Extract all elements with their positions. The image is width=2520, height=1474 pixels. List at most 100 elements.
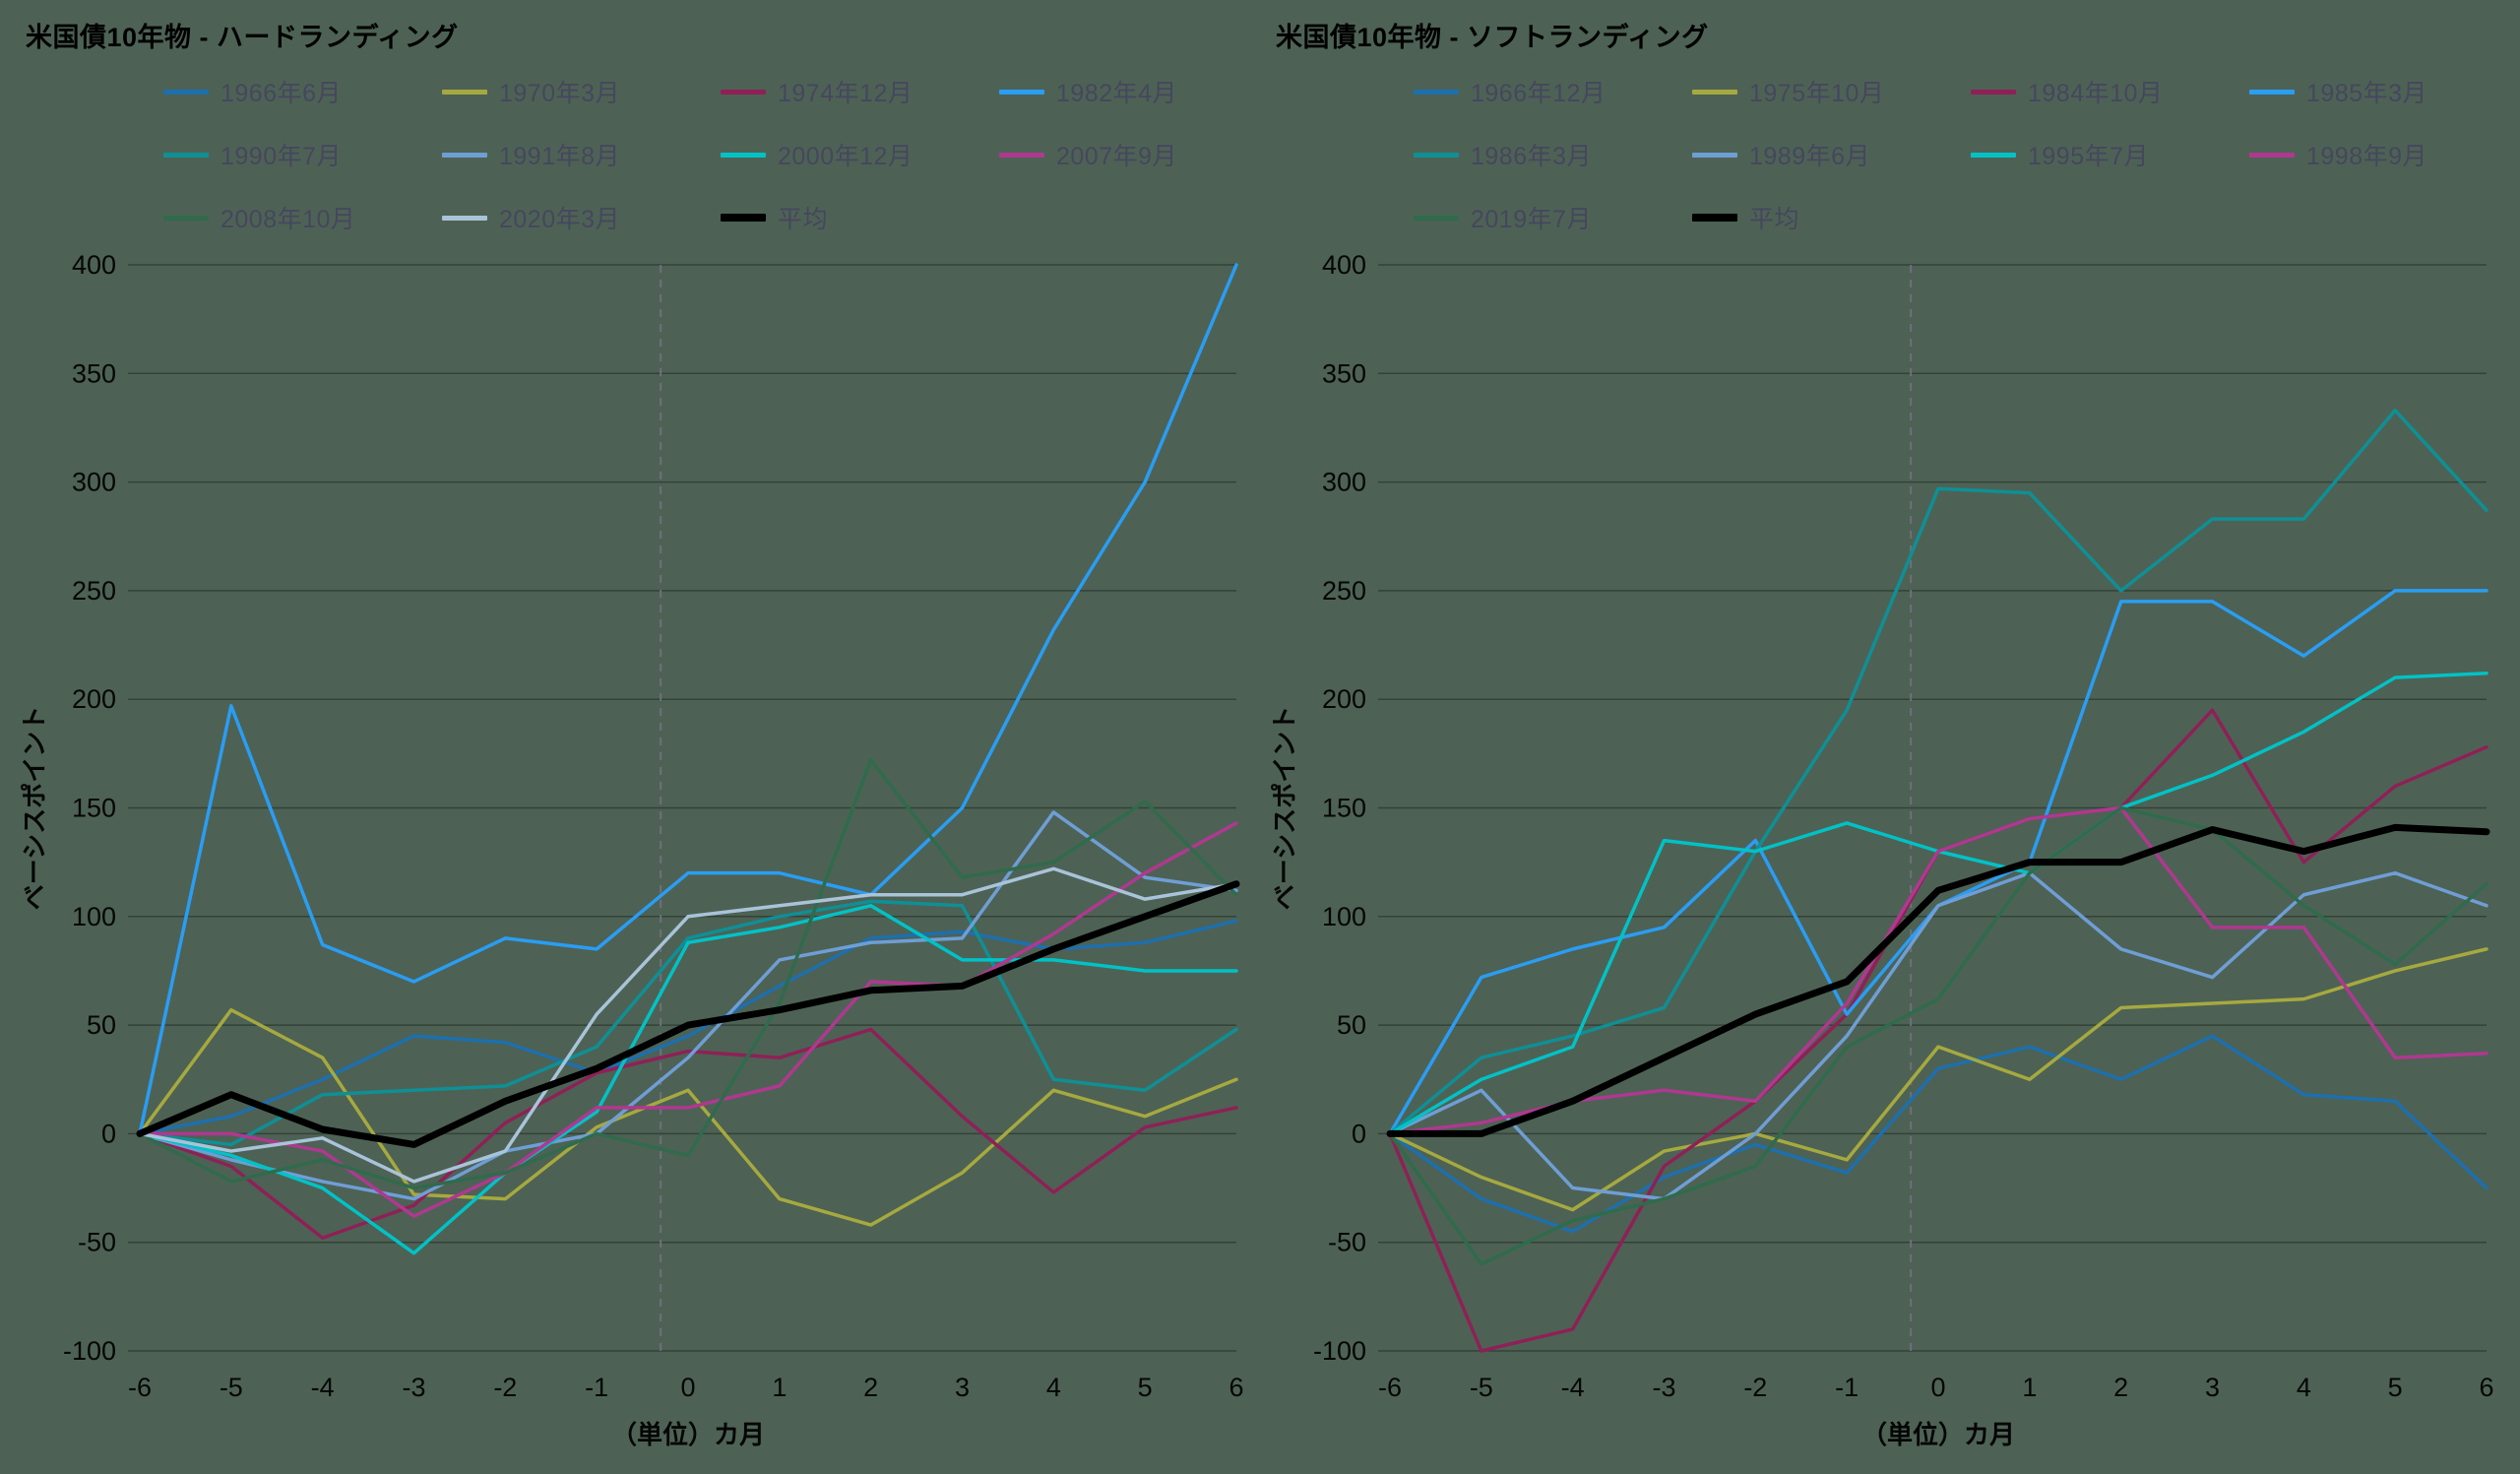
x-tick-label: 0	[1930, 1373, 1945, 1402]
legend-item-1: 1975年10月	[1692, 60, 1971, 123]
chart-soft-landing: 米国債10年物 - ソフトランディング 1966年12月 1975年10月 1984…	[1264, 8, 2510, 1470]
y-axis-title: ベーシスポイント	[1270, 706, 1299, 910]
legend-label: 1985年3月	[2306, 80, 2428, 107]
legend-label: 1966年6月	[220, 80, 343, 107]
series-line-1	[138, 1007, 1238, 1227]
y-tick-label: 250	[1322, 576, 1366, 606]
series-line-10	[136, 880, 1240, 1148]
y-tick-label: 0	[101, 1119, 116, 1148]
legend-item-2: 1974年12月	[721, 60, 999, 123]
legend-item-4: 1986年3月	[1414, 123, 1692, 186]
series-line-9	[1386, 823, 2490, 1137]
x-tick-label: -6	[1378, 1373, 1402, 1402]
series-line-9	[138, 866, 1238, 1184]
y-tick-label: 400	[1322, 250, 1366, 280]
y-tick-label: 50	[87, 1010, 116, 1040]
legend-swatch-icon	[442, 152, 487, 158]
x-tick-label: 1	[772, 1373, 787, 1402]
y-tick-label: 300	[1322, 468, 1366, 497]
legend-item-10: 平均	[721, 186, 999, 249]
legend-label: 1974年12月	[778, 80, 914, 107]
legend-item-5: 1991年8月	[442, 123, 721, 186]
legend-swatch-icon	[721, 152, 766, 158]
y-tick-label: -50	[78, 1228, 116, 1257]
legend-soft-landing: 1966年12月 1975年10月 1984年10月 1985年3月 1986年3月 19…	[1414, 60, 2520, 249]
x-tick-label: -1	[1835, 1373, 1858, 1402]
legend-item-3: 1985年3月	[2249, 60, 2520, 123]
legend-label: 1982年4月	[1056, 80, 1178, 107]
y-tick-label: 400	[72, 250, 116, 280]
legend-label: 2019年7月	[1471, 206, 1593, 233]
y-tick-label: 350	[72, 358, 116, 388]
series-line-2	[1388, 708, 2488, 1353]
legend-swatch-icon	[721, 89, 766, 95]
y-tick-label: 150	[72, 794, 116, 823]
x-tick-label: -2	[1743, 1373, 1767, 1402]
legend-label: 1970年3月	[499, 80, 621, 107]
legend-hard-landing: 1966年6月 1970年3月 1974年12月 1982年4月 1990年7月 1991…	[163, 60, 1295, 249]
legend-swatch-icon	[1971, 89, 2016, 95]
x-tick-label: -6	[128, 1373, 152, 1402]
legend-swatch-icon	[1414, 152, 1459, 158]
legend-swatch-icon	[163, 215, 209, 221]
x-tick-label: 2	[2113, 1373, 2128, 1402]
legend-item-6: 2000年12月	[721, 123, 999, 186]
legend-swatch-icon	[999, 89, 1044, 95]
series-line-7	[138, 821, 1238, 1218]
series-line-6	[138, 904, 1238, 1255]
y-tick-label: 350	[1322, 358, 1366, 388]
legend-item-8: 2008年10月	[163, 186, 442, 249]
series-line-1	[1388, 947, 2488, 1212]
legend-swatch-icon	[1692, 214, 1737, 222]
series-line-3	[138, 263, 1238, 1136]
x-tick-label: 1	[2022, 1373, 2037, 1402]
x-tick-label: 3	[955, 1373, 970, 1402]
x-axis-title: （単位）カ月	[1861, 1420, 2015, 1449]
series-line-4	[138, 899, 1238, 1147]
series-line-2	[138, 1027, 1238, 1241]
y-tick-label: -50	[1328, 1228, 1366, 1257]
x-tick-label: 5	[1138, 1373, 1153, 1402]
x-tick-label: 4	[1046, 1373, 1061, 1402]
y-tick-label: 0	[1352, 1119, 1366, 1148]
legend-label: 1989年6月	[1749, 143, 1871, 170]
x-tick-label: 6	[1228, 1373, 1243, 1402]
legend-item-2: 1984年10月	[1971, 60, 2249, 123]
x-tick-label: 2	[863, 1373, 878, 1402]
chart-hard-landing: 米国債10年物 - ハードランディング 1966年6月 1970年3月 1974年1…	[14, 8, 1260, 1470]
legend-swatch-icon	[442, 89, 487, 95]
legend-swatch-icon	[163, 152, 209, 158]
x-tick-label: -3	[402, 1373, 425, 1402]
legend-label: 1975年10月	[1749, 80, 1885, 107]
y-axis-title: ベーシスポイント	[20, 706, 49, 910]
x-tick-label: -4	[1561, 1373, 1585, 1402]
y-tick-label: 150	[1322, 794, 1366, 823]
legend-label: 1991年8月	[499, 143, 621, 170]
legend-label: 平均	[778, 206, 829, 233]
y-tick-label: 200	[1322, 684, 1366, 714]
y-tick-label: 300	[72, 468, 116, 497]
legend-label: 1990年7月	[220, 143, 343, 170]
legend-label: 1995年7月	[2028, 143, 2150, 170]
legend-item-0: 1966年12月	[1414, 60, 1692, 123]
legend-label: 1998年9月	[2306, 143, 2428, 170]
y-tick-label: 250	[72, 576, 116, 606]
y-tick-label: 100	[72, 902, 116, 931]
legend-label: 1966年12月	[1471, 80, 1606, 107]
legend-swatch-icon	[2249, 152, 2295, 158]
legend-swatch-icon	[1692, 89, 1737, 95]
legend-swatch-icon	[442, 215, 487, 221]
chart-title-hard-landing: 米国債10年物 - ハードランディング	[26, 23, 459, 52]
legend-swatch-icon	[1414, 215, 1459, 221]
series-line-0	[1388, 1034, 2488, 1234]
x-tick-label: 3	[2205, 1373, 2220, 1402]
x-tick-label: -5	[220, 1373, 243, 1402]
series-line-7	[1388, 805, 2488, 1136]
legend-item-7: 2007年9月	[999, 123, 1278, 186]
x-tick-label: 6	[2479, 1373, 2493, 1402]
x-tick-label: -3	[1652, 1373, 1675, 1402]
legend-swatch-icon	[2249, 89, 2295, 95]
